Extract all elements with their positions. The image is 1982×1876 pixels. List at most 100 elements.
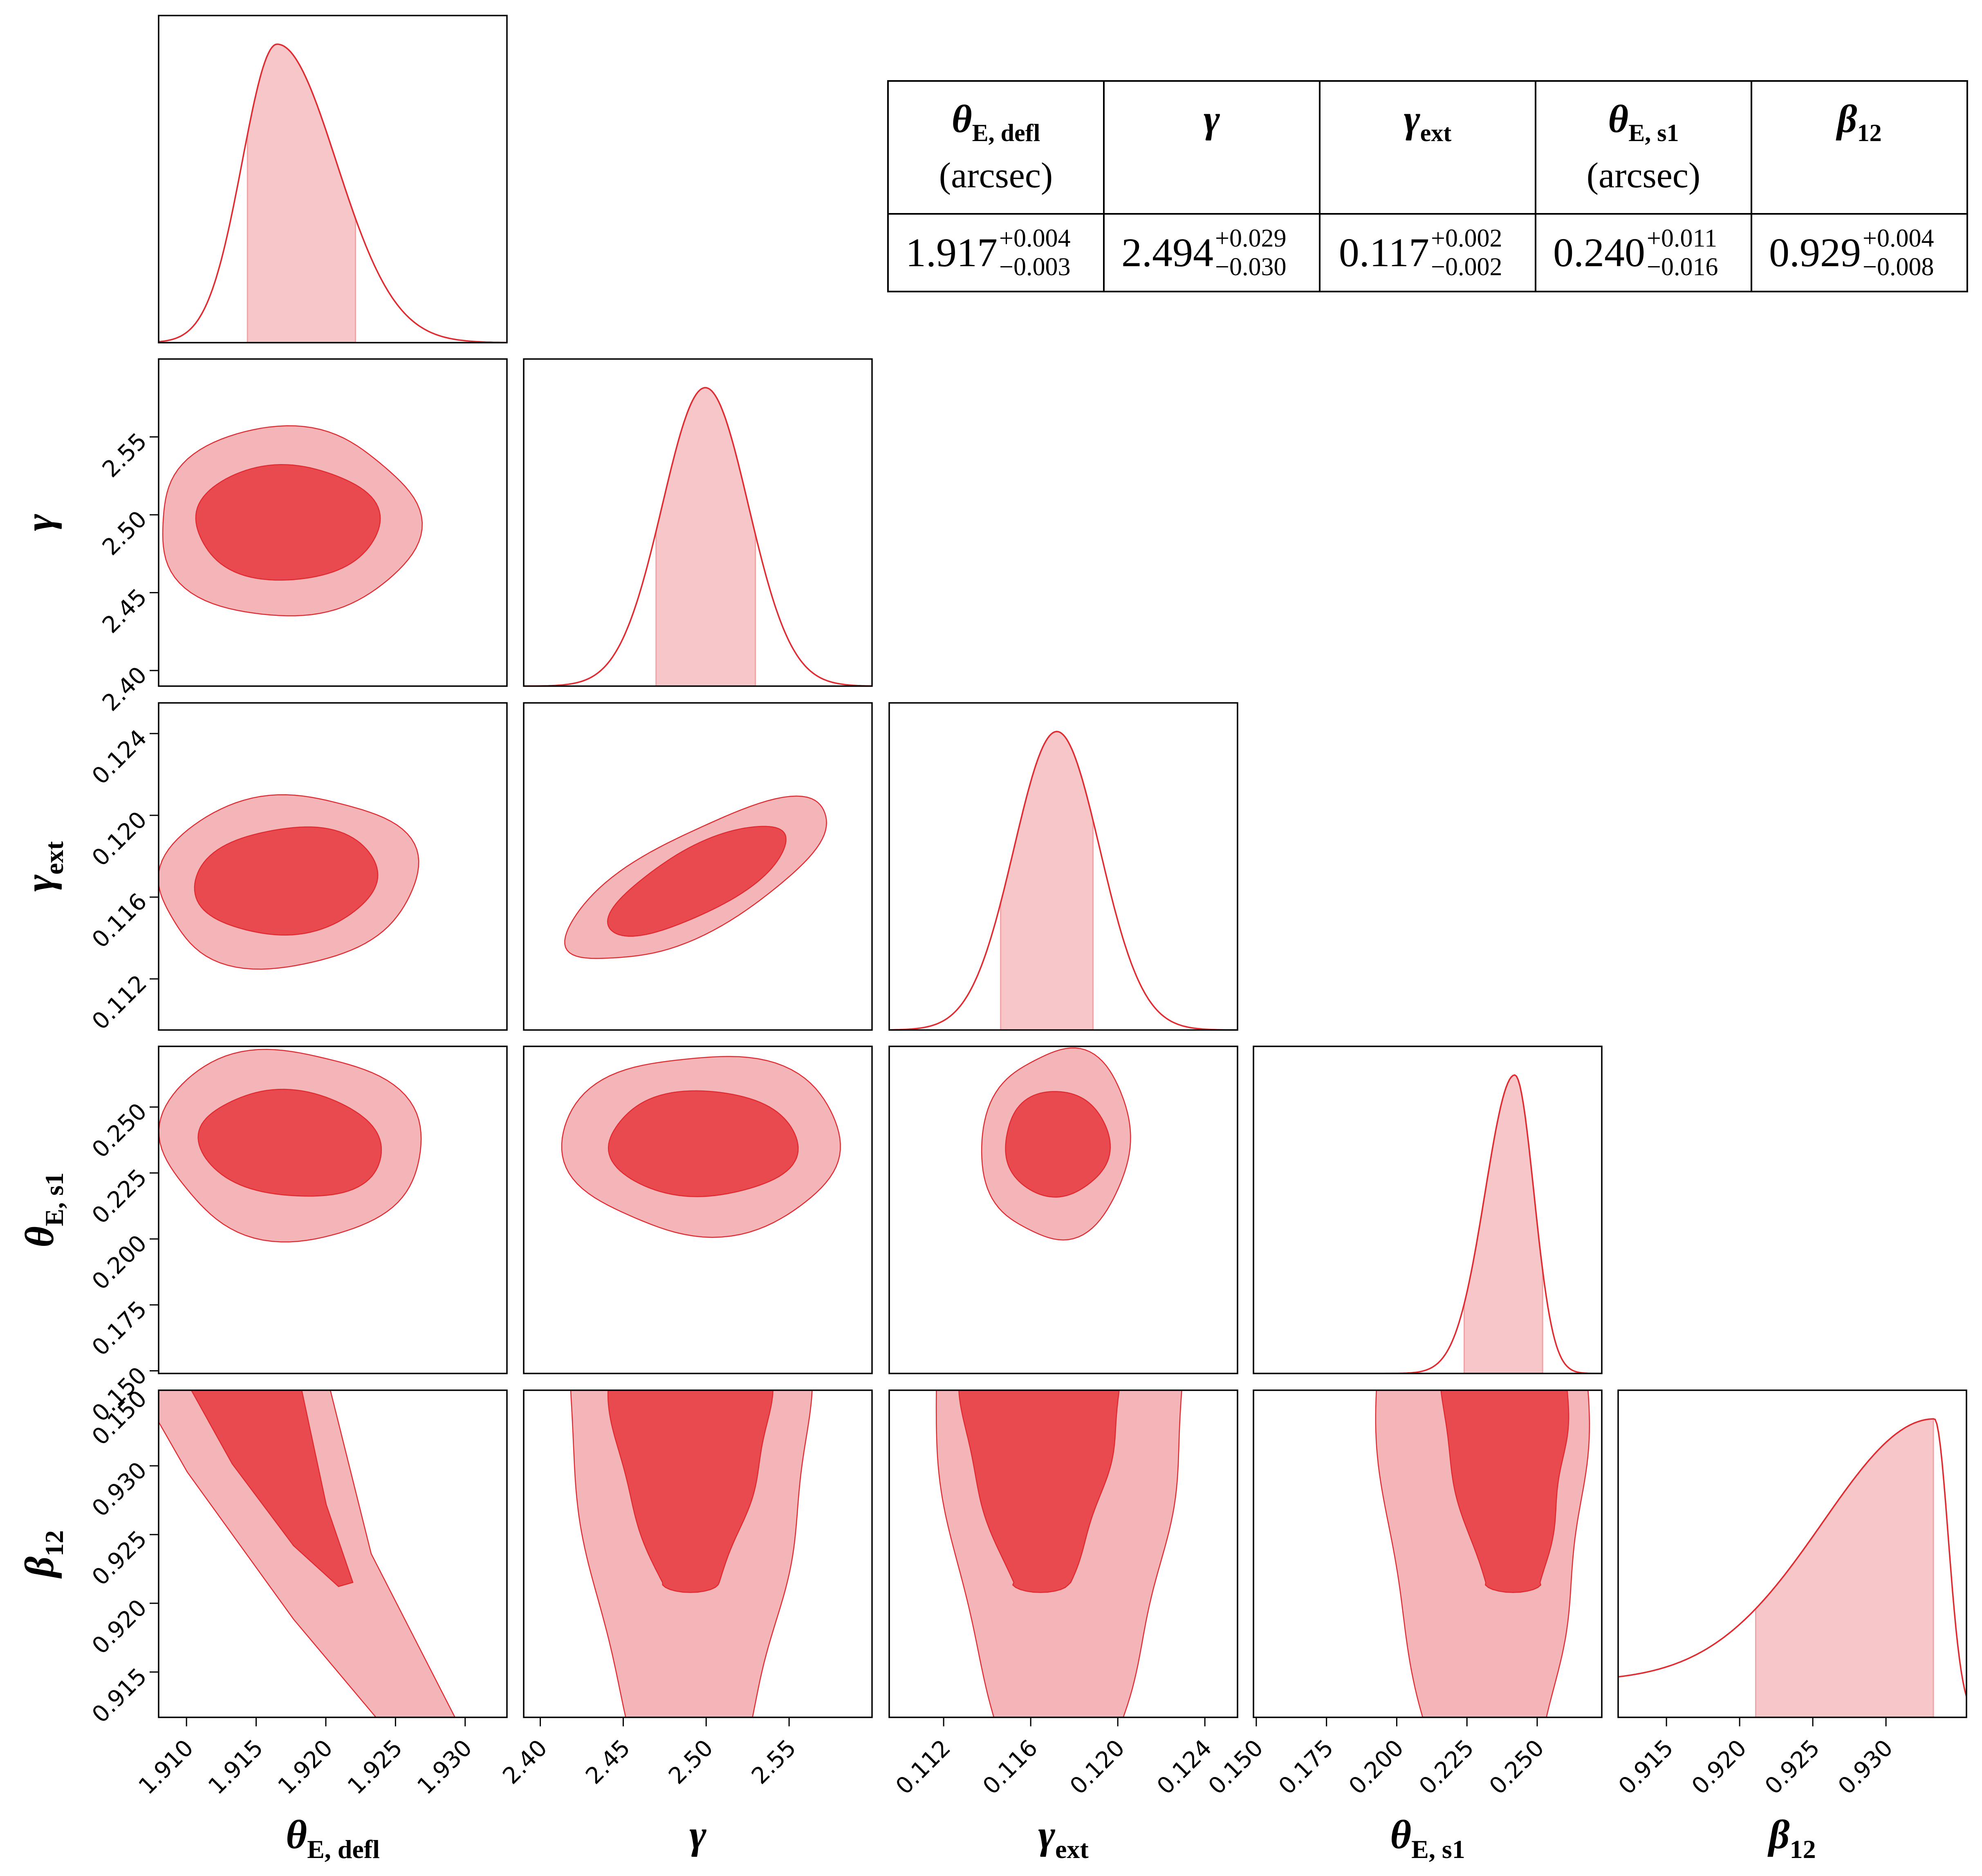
table-header: γ bbox=[1204, 97, 1220, 141]
table-lower-error: −0.008 bbox=[1863, 253, 1934, 281]
y-tick-label: 0.112 bbox=[87, 970, 152, 1035]
contour-68 bbox=[191, 1390, 354, 1587]
y-tick-label: 0.120 bbox=[87, 806, 152, 871]
panel-frame bbox=[1253, 1389, 1603, 1718]
summary-table: θE, defl (arcsec) γ γext θE, s1 (arcsec) β12 1.… bbox=[887, 80, 1968, 292]
panel-frame bbox=[158, 1046, 508, 1374]
panel-theta_E_s1-vs-gamma_ext bbox=[888, 1046, 1238, 1374]
panel-theta_E_defl-vs-theta_E_defl bbox=[158, 15, 508, 343]
y-axis-label-beta_12: β12 bbox=[17, 1530, 69, 1579]
panel-frame bbox=[158, 358, 508, 687]
panel-frame bbox=[888, 1389, 1238, 1718]
x-tick-label: 2.50 bbox=[664, 1735, 718, 1789]
panel-beta_12-vs-beta_12 bbox=[1617, 1389, 1967, 1718]
contour-68 bbox=[607, 1390, 774, 1593]
table-value: 2.494 bbox=[1121, 230, 1213, 275]
panel-beta_12-vs-gamma bbox=[523, 1389, 873, 1718]
panel-frame bbox=[523, 1046, 873, 1374]
table-value: 0.117 bbox=[1339, 230, 1429, 275]
x-tick-label: 1.910 bbox=[134, 1735, 199, 1800]
y-tick-label: 0.250 bbox=[87, 1098, 152, 1163]
x-tick-label: 0.150 bbox=[1203, 1735, 1268, 1800]
y-tick-label: 0.116 bbox=[87, 888, 152, 953]
panel-gamma_ext-vs-theta_E_defl bbox=[158, 702, 508, 1031]
y-tick-label: 0.124 bbox=[87, 725, 152, 790]
contour-68 bbox=[195, 464, 381, 581]
x-tick-label: 2.55 bbox=[747, 1735, 801, 1789]
x-tick-label: 0.200 bbox=[1344, 1735, 1409, 1800]
posterior-curve-theta_E_s1 bbox=[1253, 1074, 1602, 1373]
x-tick-label: 2.45 bbox=[581, 1735, 635, 1789]
y-tick-label: 0.225 bbox=[87, 1164, 152, 1229]
table-unit: (arcsec) bbox=[1587, 156, 1700, 195]
contour-68 bbox=[607, 826, 787, 937]
x-tick-label: 0.225 bbox=[1414, 1735, 1479, 1800]
panel-theta_E_s1-vs-theta_E_s1 bbox=[1253, 1046, 1603, 1374]
y-tick-label: 0.930 bbox=[87, 1457, 152, 1522]
panel-beta_12-vs-theta_E_defl bbox=[158, 1389, 508, 1718]
contour-68 bbox=[958, 1390, 1120, 1593]
x-tick-label: 0.925 bbox=[1760, 1735, 1825, 1800]
panel-gamma_ext-vs-gamma_ext bbox=[888, 702, 1238, 1031]
x-axis-label-theta_E_defl: θE, defl bbox=[286, 1812, 380, 1864]
y-axes: 2.40 2.45 2.50 2.55 γ 0.112 0.116 0.120 0.124 γex… bbox=[17, 428, 159, 1728]
x-tick-label: 0.124 bbox=[1152, 1735, 1217, 1800]
y-tick-label: 0.200 bbox=[87, 1230, 152, 1295]
table-header: γext bbox=[1404, 97, 1452, 146]
contour-68 bbox=[1005, 1091, 1111, 1198]
x-tick-label: 0.920 bbox=[1687, 1735, 1752, 1800]
panel-frame bbox=[158, 15, 508, 343]
contour-68 bbox=[194, 826, 379, 936]
x-tick-label: 1.915 bbox=[203, 1735, 268, 1800]
table-header: θE, defl bbox=[952, 97, 1040, 146]
posterior-curve-gamma bbox=[524, 387, 872, 686]
credible-interval-gamma bbox=[655, 387, 756, 686]
x-axis-label-gamma_ext: γext bbox=[1038, 1812, 1089, 1864]
panel-gamma-vs-theta_E_defl bbox=[158, 358, 508, 687]
contour-68 bbox=[1440, 1390, 1569, 1593]
y-tick-label: 0.920 bbox=[87, 1594, 152, 1659]
panel-gamma_ext-vs-gamma bbox=[523, 702, 873, 1031]
panel-frame bbox=[523, 358, 873, 687]
panel-gamma-vs-gamma bbox=[523, 358, 873, 687]
x-tick-label: 0.112 bbox=[891, 1735, 956, 1800]
panel-theta_E_s1-vs-gamma bbox=[523, 1046, 873, 1374]
table-upper-error: +0.004 bbox=[999, 224, 1070, 252]
y-tick-label: 0.175 bbox=[87, 1296, 152, 1361]
table-header: β12 bbox=[1836, 97, 1881, 146]
x-tick-label: 2.40 bbox=[498, 1735, 552, 1789]
y-axis-label-gamma: γ bbox=[17, 514, 62, 531]
y-tick-label: 2.45 bbox=[97, 584, 152, 639]
credible-interval-theta_E_defl bbox=[247, 43, 356, 343]
table-header: θE, s1 bbox=[1608, 97, 1679, 146]
posterior-curve-beta_12 bbox=[1618, 1418, 1966, 1697]
panel-frame bbox=[1617, 1389, 1967, 1718]
table-unit: (arcsec) bbox=[939, 156, 1053, 195]
panel-frame bbox=[523, 1389, 873, 1718]
table-frame bbox=[887, 80, 1968, 292]
x-axis-label-gamma: γ bbox=[689, 1812, 706, 1857]
posterior-curve-gamma_ext bbox=[889, 731, 1238, 1030]
table-value: 0.240 bbox=[1553, 230, 1645, 275]
x-tick-label: 1.925 bbox=[343, 1735, 408, 1800]
x-axis-label-beta_12: β12 bbox=[1767, 1812, 1816, 1864]
x-axes: 1.910 1.915 1.920 1.925 1.930 θE, defl 2.40 2.4… bbox=[134, 1717, 1898, 1864]
table-value: 1.917 bbox=[906, 230, 998, 275]
panel-frame bbox=[888, 1046, 1238, 1374]
panel-frame bbox=[158, 702, 508, 1031]
y-tick-label: 2.55 bbox=[97, 428, 152, 483]
y-tick-label: 2.40 bbox=[97, 662, 152, 716]
y-tick-label: 0.915 bbox=[87, 1663, 152, 1728]
y-tick-label: 2.50 bbox=[97, 506, 152, 561]
credible-interval-gamma_ext bbox=[1000, 731, 1094, 1030]
x-tick-label: 0.250 bbox=[1484, 1735, 1549, 1800]
table-upper-error: +0.011 bbox=[1647, 224, 1717, 252]
table-lower-error: −0.003 bbox=[999, 253, 1070, 281]
x-tick-label: 0.915 bbox=[1614, 1735, 1679, 1800]
x-tick-label: 0.116 bbox=[978, 1735, 1043, 1800]
x-axis-label-theta_E_s1: θE, s1 bbox=[1390, 1812, 1465, 1864]
panel-beta_12-vs-gamma_ext bbox=[888, 1389, 1238, 1718]
posterior-curve-theta_E_defl bbox=[159, 43, 507, 343]
contour-68 bbox=[197, 1088, 382, 1197]
contour-68 bbox=[608, 1090, 799, 1197]
